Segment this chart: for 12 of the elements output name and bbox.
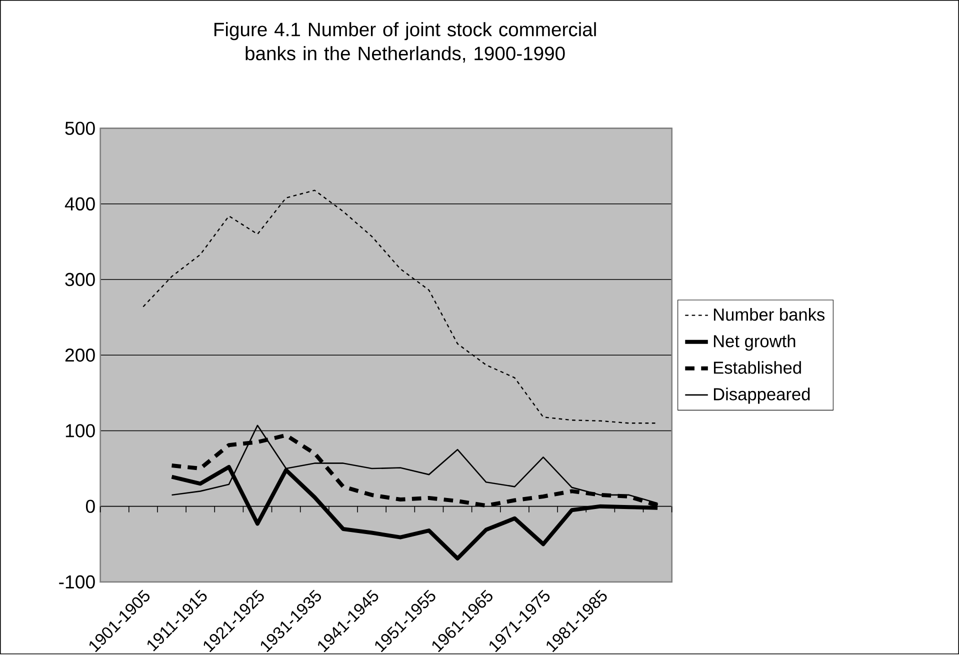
legend-label: Established xyxy=(714,361,801,374)
legend-label: Net growth xyxy=(714,334,796,351)
legend-label: Number banks xyxy=(714,308,825,321)
y-tick-label: 0 xyxy=(86,500,95,514)
legend-label: Disappeared xyxy=(714,388,810,404)
chart-title: Figure 4.1 Number of joint stock commercial banks in the Netherlands, 1900-1990 xyxy=(214,22,596,63)
y-tick-label: -100 xyxy=(59,576,95,589)
y-tick-label: 200 xyxy=(65,348,95,362)
y-tick-label: 300 xyxy=(65,273,95,286)
y-tick-label: 500 xyxy=(65,122,95,136)
y-tick-label: 400 xyxy=(64,198,95,211)
y-tick-label: 100 xyxy=(66,424,95,438)
